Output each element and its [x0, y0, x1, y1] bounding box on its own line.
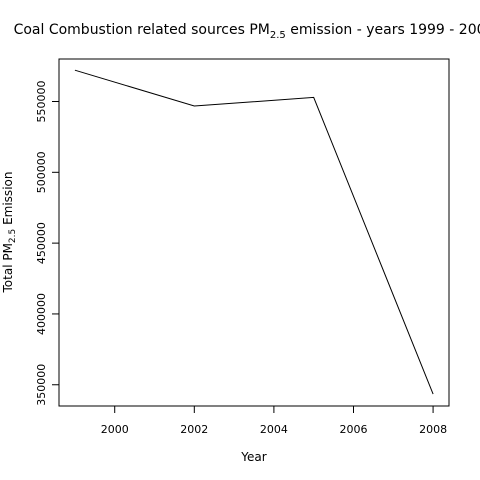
y-tick-label-400000: 400000 — [35, 293, 48, 335]
y-tick-label-350000: 350000 — [35, 364, 48, 406]
chart-title: Coal Combustion related sources PM2.5 em… — [14, 22, 480, 41]
y-axis-label-subscript: 2.5 — [8, 229, 18, 243]
y-axis-label-prefix: Total PM — [1, 243, 15, 293]
x-tick-label-2008: 2008 — [419, 423, 447, 436]
x-tick-label-2002: 2002 — [180, 423, 208, 436]
series-line — [74, 69, 434, 395]
chart-title-prefix: Coal Combustion related sources PM — [14, 22, 270, 38]
x-tick-label-2004: 2004 — [260, 423, 288, 436]
y-tick-label-500000: 500000 — [35, 151, 48, 193]
chart-title-subscript: 2.5 — [270, 30, 286, 41]
x-axis: 2000 2002 2004 2006 2008 — [101, 406, 447, 436]
x-tick-label-2000: 2000 — [101, 423, 129, 436]
y-axis-label: Total PM2.5 Emission — [1, 172, 18, 294]
x-axis-label: Year — [240, 450, 266, 464]
y-tick-label-450000: 450000 — [35, 222, 48, 264]
x-tick-label-2006: 2006 — [339, 423, 367, 436]
y-axis-label-suffix: Emission — [1, 172, 15, 229]
y-axis: 350000 400000 450000 500000 550000 — [35, 80, 59, 406]
chart-title-suffix: emission - years 1999 - 2008 — [286, 22, 480, 38]
plot-frame — [58, 58, 450, 407]
y-tick-label-550000: 550000 — [35, 80, 48, 122]
